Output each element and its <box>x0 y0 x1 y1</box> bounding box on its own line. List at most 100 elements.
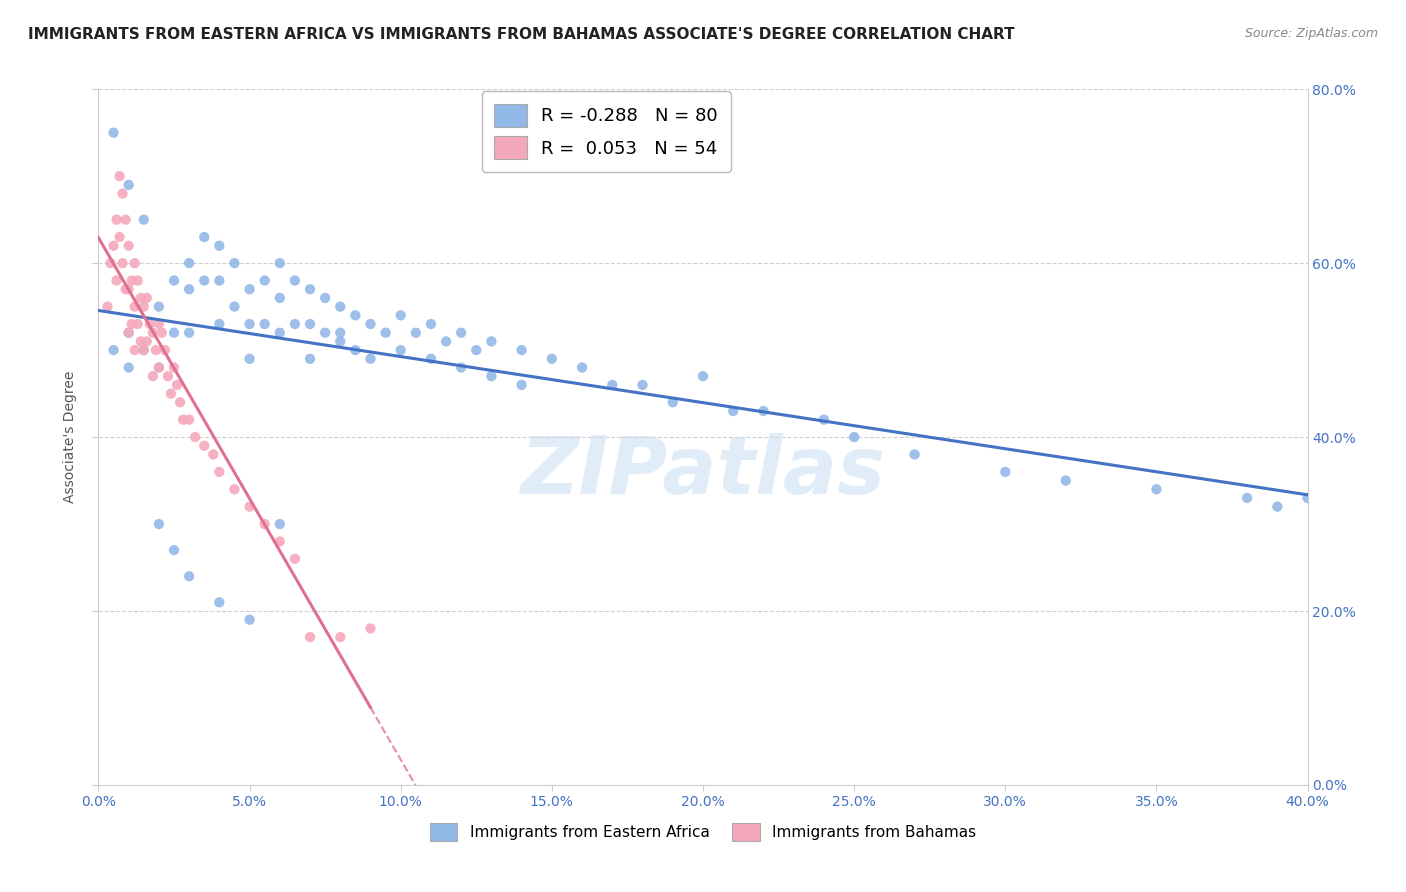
Point <box>904 447 927 462</box>
Point <box>135 291 157 305</box>
Point <box>360 351 382 366</box>
Point <box>299 630 322 644</box>
Point <box>224 256 246 270</box>
Point <box>389 308 412 322</box>
Point <box>103 238 125 253</box>
Point <box>132 343 155 357</box>
Point <box>142 326 165 340</box>
Point <box>540 351 562 366</box>
Point <box>100 256 122 270</box>
Point <box>344 308 367 322</box>
Point <box>208 238 231 253</box>
Point <box>692 369 714 384</box>
Point <box>118 178 141 192</box>
Point <box>132 212 155 227</box>
Point <box>631 377 654 392</box>
Point <box>179 326 201 340</box>
Point <box>202 447 225 462</box>
Point <box>129 334 152 349</box>
Point <box>374 326 396 340</box>
Point <box>465 343 488 357</box>
Point <box>239 613 262 627</box>
Point <box>118 360 141 375</box>
Point <box>239 282 262 296</box>
Legend: Immigrants from Eastern Africa, Immigrants from Bahamas: Immigrants from Eastern Africa, Immigran… <box>423 817 983 847</box>
Point <box>239 500 262 514</box>
Point <box>344 343 367 357</box>
Point <box>166 377 188 392</box>
Point <box>179 412 201 426</box>
Point <box>571 360 593 375</box>
Point <box>329 300 352 314</box>
Point <box>208 595 231 609</box>
Point <box>193 439 215 453</box>
Point <box>269 326 291 340</box>
Point <box>148 300 170 314</box>
Point <box>127 317 149 331</box>
Point <box>752 404 775 418</box>
Point <box>105 212 128 227</box>
Point <box>163 273 186 287</box>
Point <box>148 360 170 375</box>
Point <box>111 186 134 201</box>
Point <box>156 369 179 384</box>
Point <box>124 343 146 357</box>
Point <box>108 169 131 184</box>
Point <box>103 126 125 140</box>
Point <box>284 551 307 566</box>
Point <box>360 317 382 331</box>
Point <box>160 386 183 401</box>
Point <box>208 465 231 479</box>
Point <box>114 212 136 227</box>
Point <box>661 395 683 409</box>
Point <box>139 317 162 331</box>
Point <box>329 326 352 340</box>
Point <box>420 317 443 331</box>
Point <box>602 377 624 392</box>
Point <box>145 343 167 357</box>
Point <box>179 282 201 296</box>
Point <box>389 343 412 357</box>
Point <box>179 256 201 270</box>
Text: IMMIGRANTS FROM EASTERN AFRICA VS IMMIGRANTS FROM BAHAMAS ASSOCIATE'S DEGREE COR: IMMIGRANTS FROM EASTERN AFRICA VS IMMIGR… <box>28 27 1015 42</box>
Point <box>360 621 382 635</box>
Point <box>163 543 186 558</box>
Point <box>253 317 276 331</box>
Point <box>208 273 231 287</box>
Point <box>450 326 472 340</box>
Point <box>193 273 215 287</box>
Y-axis label: Associate's Degree: Associate's Degree <box>63 371 77 503</box>
Point <box>108 230 131 244</box>
Point <box>314 291 336 305</box>
Point <box>1144 482 1167 496</box>
Point <box>844 430 866 444</box>
Point <box>1267 500 1289 514</box>
Point <box>172 412 194 426</box>
Point <box>114 282 136 296</box>
Point <box>121 273 143 287</box>
Point <box>269 516 291 531</box>
Point <box>148 516 170 531</box>
Point <box>169 395 191 409</box>
Point <box>118 326 141 340</box>
Point <box>132 300 155 314</box>
Point <box>103 343 125 357</box>
Point <box>163 326 186 340</box>
Point <box>1236 491 1258 505</box>
Point <box>1054 474 1077 488</box>
Point <box>434 334 457 349</box>
Point <box>153 343 176 357</box>
Point <box>314 326 336 340</box>
Point <box>150 326 173 340</box>
Point <box>284 273 307 287</box>
Point <box>510 343 533 357</box>
Point <box>208 317 231 331</box>
Point <box>118 238 141 253</box>
Point <box>224 300 246 314</box>
Point <box>193 230 215 244</box>
Point <box>148 360 170 375</box>
Point <box>284 317 307 331</box>
Point <box>239 351 262 366</box>
Point <box>121 317 143 331</box>
Point <box>269 256 291 270</box>
